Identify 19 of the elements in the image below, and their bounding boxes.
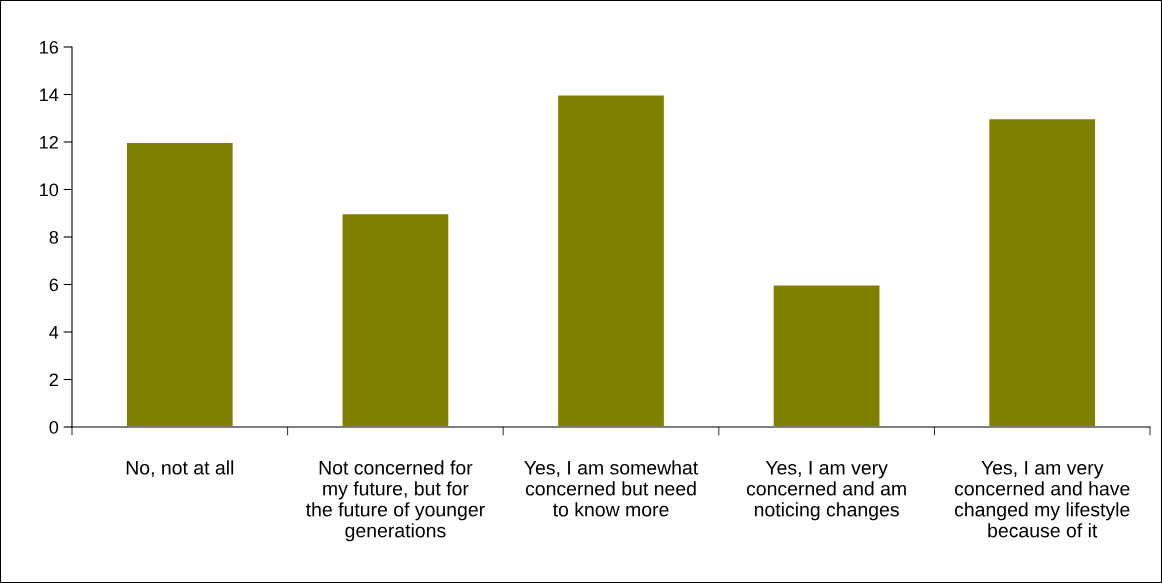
x-tick-label: Yes, I am very concerned and am noticing changes: [746, 461, 906, 521]
bar: [987, 117, 1098, 427]
x-tick-label: No, not at all: [126, 460, 234, 477]
y-tick-label: 8: [49, 230, 59, 244]
y-tick-label: 0: [49, 420, 59, 434]
x-tick-label: Not concerned for my future, but for the future of younger generations: [305, 460, 485, 542]
y-tick-label: 4: [49, 326, 59, 339]
bar: [340, 212, 451, 427]
bar: [771, 283, 882, 427]
bar: [556, 93, 666, 427]
y-tick-label: 10: [40, 183, 59, 197]
bar: [124, 140, 235, 427]
x-tick-label: Yes, I am very concerned and have changed my lifestyle because of it: [954, 461, 1130, 538]
x-tick-label: Yes, I am somewhat concerned but need to know more: [524, 460, 699, 517]
y-tick-label: 12: [40, 135, 58, 149]
y-tick-label: 2: [49, 373, 58, 387]
y-tick-label: 6: [49, 278, 59, 292]
y-tick-label: 16: [40, 40, 59, 54]
y-tick-label: 14: [40, 88, 59, 102]
